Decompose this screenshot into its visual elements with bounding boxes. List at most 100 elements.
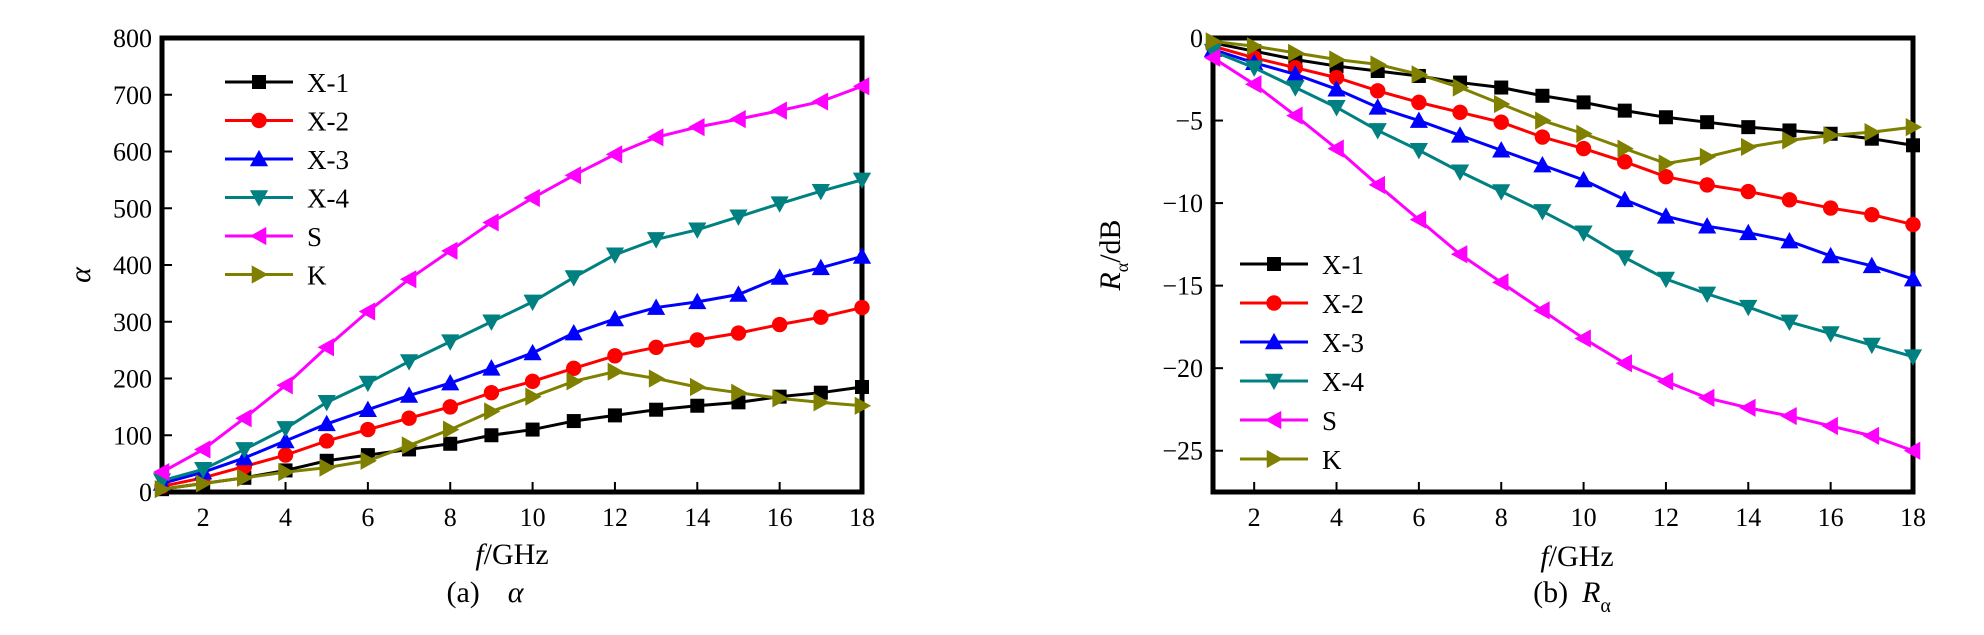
panel-b-series-k-point [1658, 154, 1676, 173]
panel-a-series-k-point [195, 474, 213, 493]
panel-a-series-x-4-point [441, 334, 460, 351]
panel-a-series-k-point [690, 377, 707, 397]
panel-b-series-k-point [1576, 124, 1593, 143]
panel-b-series-x-1 [1206, 35, 1920, 153]
panel-a-series-k-point [484, 402, 501, 421]
panel-a-series-x-2-point [566, 360, 582, 376]
panel-a-legend-x-3-label: X-3 [307, 145, 349, 175]
panel-a-series-s-point [235, 409, 252, 428]
panel-b-legend-x-4-swatch-marker [1264, 373, 1284, 391]
panel-a-y-axis: 0 100 200 300 400 500 600 700 800 [113, 24, 172, 507]
panel-b-x-axis: 2 4 6 8 10 12 14 16 18 [1248, 482, 1926, 532]
panel-a-series-k-point [154, 480, 172, 499]
panel-b-x-tick-label: 8 [1495, 503, 1508, 532]
panel-a-series-s-point [194, 440, 211, 459]
panel-b-series-x-2-point [1658, 168, 1674, 185]
panel-b-series-x-4-point [1492, 184, 1511, 201]
panel-a-y-tick-label: 600 [113, 138, 152, 167]
panel-b-series-x-2-point [1493, 114, 1509, 130]
panel-b-x-tick-label: 16 [1818, 503, 1844, 532]
panel-b-series-k-point [1493, 94, 1511, 114]
panel-b-series-x-1-point [1658, 110, 1673, 125]
panel-a-series-x-3-point [317, 414, 336, 432]
panel-b-x-tick-label: 4 [1330, 503, 1343, 532]
panel-a-series-x-4-point [399, 354, 419, 371]
panel-a-series [152, 77, 872, 499]
panel-a-series-x-3-point [729, 285, 748, 302]
panel-b-series-x-2-point [1452, 104, 1468, 120]
panel-b-y-axis: 0 −5 −10 −15 −20 −25 [1162, 24, 1223, 466]
panel-b-series-s-point [1245, 75, 1262, 94]
panel-b-series-x-4-point [1245, 60, 1264, 77]
panel-b-series-x-3-point [1368, 98, 1387, 115]
panel-a-series-x-1-point [443, 436, 458, 451]
panel-a-series-x-2-point [483, 384, 500, 401]
panel-b-series-x-4-point [1903, 349, 1923, 366]
panel-b-series-x-1-point [1617, 103, 1632, 118]
panel-a-series-x-4-point [852, 172, 872, 189]
panel-a-series-x-2-point [319, 433, 335, 449]
panel-b-series-x-1-line [1212, 41, 1914, 147]
panel-b-series-x-3-point [1574, 170, 1593, 188]
panel-b-series-k-point [1205, 32, 1223, 51]
panel-b-legend-s-swatch-marker [1264, 410, 1282, 430]
panel-a-y-tick-label: 400 [113, 251, 152, 280]
panel-b-series-s-point [1574, 329, 1591, 348]
panel-a-series-k-point [648, 369, 666, 388]
panel-a-x-tick-label: 8 [444, 503, 457, 532]
panel-a-x-tick-label: 6 [361, 503, 374, 532]
panel-b-legend-x-2-label: X-2 [1322, 289, 1364, 319]
panel-a-x-tick-label: 18 [849, 503, 875, 532]
panel-a-series-x-4-point [482, 314, 501, 331]
panel-b-series-x-1-point [1906, 138, 1920, 153]
panel-a-series-k-point [401, 436, 419, 455]
panel-a-series-s-point [605, 145, 623, 164]
panel-b-series-x-2-point [1864, 206, 1880, 223]
panel-b-series-x-3-point [1327, 80, 1346, 97]
panel-b-series-x-2-point [1905, 216, 1921, 233]
panel-a-series-x-4-point [235, 442, 254, 459]
panel-b-legend-x-1-label: X-1 [1322, 250, 1364, 280]
panel-b-series-x-4-point [1409, 142, 1428, 160]
panel-b-legend-k-swatch-marker [1266, 449, 1284, 469]
panel-b-series-x-2 [1205, 38, 1921, 233]
panel-a-legend-k-swatch-marker [251, 265, 269, 284]
panel-b-series-s-point [1780, 406, 1797, 426]
panel-b-series-x-4 [1203, 43, 1923, 366]
panel-b-caption: (b) Rα [1533, 576, 1611, 617]
panel-a-series-s-point [482, 213, 499, 232]
panel-b-x-tick-label: 10 [1571, 503, 1597, 532]
panel-b-r-alpha: 2 4 6 8 10 12 14 16 18 0 −5 −10 −15 −20 −25 X-1 X-2 X-3… [1094, 24, 1926, 617]
panel-a-series-x-4-point [688, 222, 707, 239]
panel-a-legend-s-label: S [307, 222, 322, 252]
panel-a-caption-prefix: (a) [446, 576, 479, 609]
panel-a-legend-s-swatch-marker [249, 226, 267, 246]
panel-b-x-tick-label: 2 [1248, 503, 1261, 532]
panel-b-series-k-point [1411, 65, 1428, 84]
panel-a-legend-k-label: K [307, 261, 327, 291]
panel-b-series-x-3-point [1533, 156, 1552, 173]
panel-a-series-x-3-point [523, 343, 542, 361]
panel-a-series-x-1-point [690, 398, 705, 413]
panel-a-alpha: 2 4 6 8 10 12 14 16 18 0 100 200 300 400 500 600 700 800… [64, 24, 875, 609]
panel-a-xlabel-rest: /GHz [484, 538, 549, 571]
panel-b-legend-x-3-swatch-marker [1264, 332, 1284, 350]
panel-b-legend-x-1-swatch-marker [1267, 257, 1281, 271]
panel-a-series-x-4-point [564, 270, 583, 287]
panel-a-series-x-2-point [689, 332, 705, 348]
panel-b-x-tick-label: 12 [1653, 503, 1679, 532]
panel-b-series-x-1-point [1494, 80, 1509, 95]
panel-a-series-x-4-line [161, 178, 863, 483]
panel-a-series-x-2-point [607, 348, 623, 364]
panel-b-legend-k: K [1240, 445, 1342, 475]
panel-a-series-x-2-point [524, 373, 541, 390]
panel-b-series-s-point [1862, 426, 1880, 445]
panel-a-series-k-point [319, 458, 336, 477]
panel-a-series-x-3-point [399, 386, 419, 403]
panel-b-legend-x-3: X-3 [1240, 328, 1364, 358]
panel-b-series-x-2-point [1617, 154, 1633, 170]
panel-a-series-x-3-point [441, 373, 460, 391]
panel-b-y-tick-label: −20 [1162, 354, 1203, 383]
panel-a-series-s-point [647, 128, 664, 147]
panel-b-series-k-point [1329, 50, 1346, 69]
